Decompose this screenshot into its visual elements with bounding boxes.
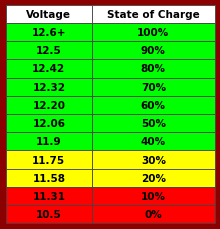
Bar xyxy=(92,151,214,169)
Bar xyxy=(92,60,214,78)
Text: 12.32: 12.32 xyxy=(32,82,65,92)
Text: 12.42: 12.42 xyxy=(32,64,65,74)
Text: Voltage: Voltage xyxy=(26,10,71,20)
Bar xyxy=(6,6,92,24)
Text: 12.6+: 12.6+ xyxy=(32,28,66,38)
Text: 20%: 20% xyxy=(141,173,166,183)
Text: 12.20: 12.20 xyxy=(32,101,65,110)
Text: 12.06: 12.06 xyxy=(32,119,65,128)
Bar xyxy=(6,151,92,169)
Text: 11.75: 11.75 xyxy=(32,155,65,165)
Text: 0%: 0% xyxy=(145,209,162,219)
Bar xyxy=(6,114,92,133)
Bar xyxy=(92,205,214,223)
Bar xyxy=(6,169,92,187)
Bar xyxy=(92,78,214,96)
Text: 90%: 90% xyxy=(141,46,166,56)
Bar xyxy=(6,133,92,151)
Bar xyxy=(6,187,92,205)
Text: 10.5: 10.5 xyxy=(36,209,62,219)
Text: 30%: 30% xyxy=(141,155,166,165)
Text: 60%: 60% xyxy=(141,101,166,110)
Text: 50%: 50% xyxy=(141,119,166,128)
Bar xyxy=(92,96,214,114)
Text: 80%: 80% xyxy=(141,64,166,74)
Bar xyxy=(6,24,92,42)
Text: 11.9: 11.9 xyxy=(36,137,62,147)
Text: 12.5: 12.5 xyxy=(36,46,62,56)
Bar xyxy=(92,133,214,151)
Bar xyxy=(6,78,92,96)
Bar xyxy=(92,24,214,42)
Bar xyxy=(92,114,214,133)
Bar xyxy=(6,205,92,223)
Text: State of Charge: State of Charge xyxy=(107,10,200,20)
Text: 100%: 100% xyxy=(137,28,169,38)
Bar xyxy=(6,42,92,60)
Text: 10%: 10% xyxy=(141,191,166,201)
Text: 11.58: 11.58 xyxy=(32,173,65,183)
Text: 40%: 40% xyxy=(141,137,166,147)
Bar xyxy=(92,6,214,24)
Bar xyxy=(6,60,92,78)
Text: 11.31: 11.31 xyxy=(32,191,65,201)
Bar xyxy=(6,96,92,114)
Bar xyxy=(92,42,214,60)
Text: 70%: 70% xyxy=(141,82,166,92)
Bar xyxy=(92,169,214,187)
Bar xyxy=(92,187,214,205)
